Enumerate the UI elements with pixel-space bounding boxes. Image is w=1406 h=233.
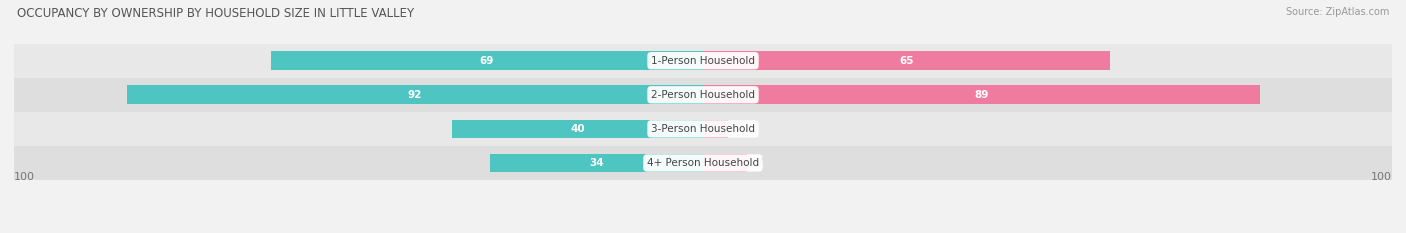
Text: 1-Person Household: 1-Person Household bbox=[651, 56, 755, 66]
Text: 92: 92 bbox=[408, 90, 422, 100]
Bar bbox=[453, 120, 703, 138]
Bar bbox=[703, 154, 747, 172]
Bar bbox=[14, 146, 1392, 180]
Text: 3-Person Household: 3-Person Household bbox=[651, 124, 755, 134]
Text: 65: 65 bbox=[900, 56, 914, 66]
Bar bbox=[703, 86, 1260, 104]
Text: 69: 69 bbox=[479, 56, 494, 66]
Text: OCCUPANCY BY OWNERSHIP BY HOUSEHOLD SIZE IN LITTLE VALLEY: OCCUPANCY BY OWNERSHIP BY HOUSEHOLD SIZE… bbox=[17, 7, 413, 20]
Text: 4+ Person Household: 4+ Person Household bbox=[647, 158, 759, 168]
Text: 40: 40 bbox=[571, 124, 585, 134]
Text: 89: 89 bbox=[974, 90, 988, 100]
Text: 100: 100 bbox=[1371, 172, 1392, 182]
Bar bbox=[14, 112, 1392, 146]
Text: 4: 4 bbox=[738, 124, 744, 134]
Bar bbox=[127, 86, 703, 104]
Bar bbox=[271, 51, 703, 70]
Text: 34: 34 bbox=[589, 158, 603, 168]
Text: 100: 100 bbox=[14, 172, 35, 182]
Bar bbox=[703, 120, 728, 138]
Bar bbox=[14, 44, 1392, 78]
Bar bbox=[14, 78, 1392, 112]
Text: 7: 7 bbox=[756, 158, 763, 168]
Bar bbox=[703, 51, 1111, 70]
Bar bbox=[491, 154, 703, 172]
Text: 2-Person Household: 2-Person Household bbox=[651, 90, 755, 100]
Text: Source: ZipAtlas.com: Source: ZipAtlas.com bbox=[1285, 7, 1389, 17]
